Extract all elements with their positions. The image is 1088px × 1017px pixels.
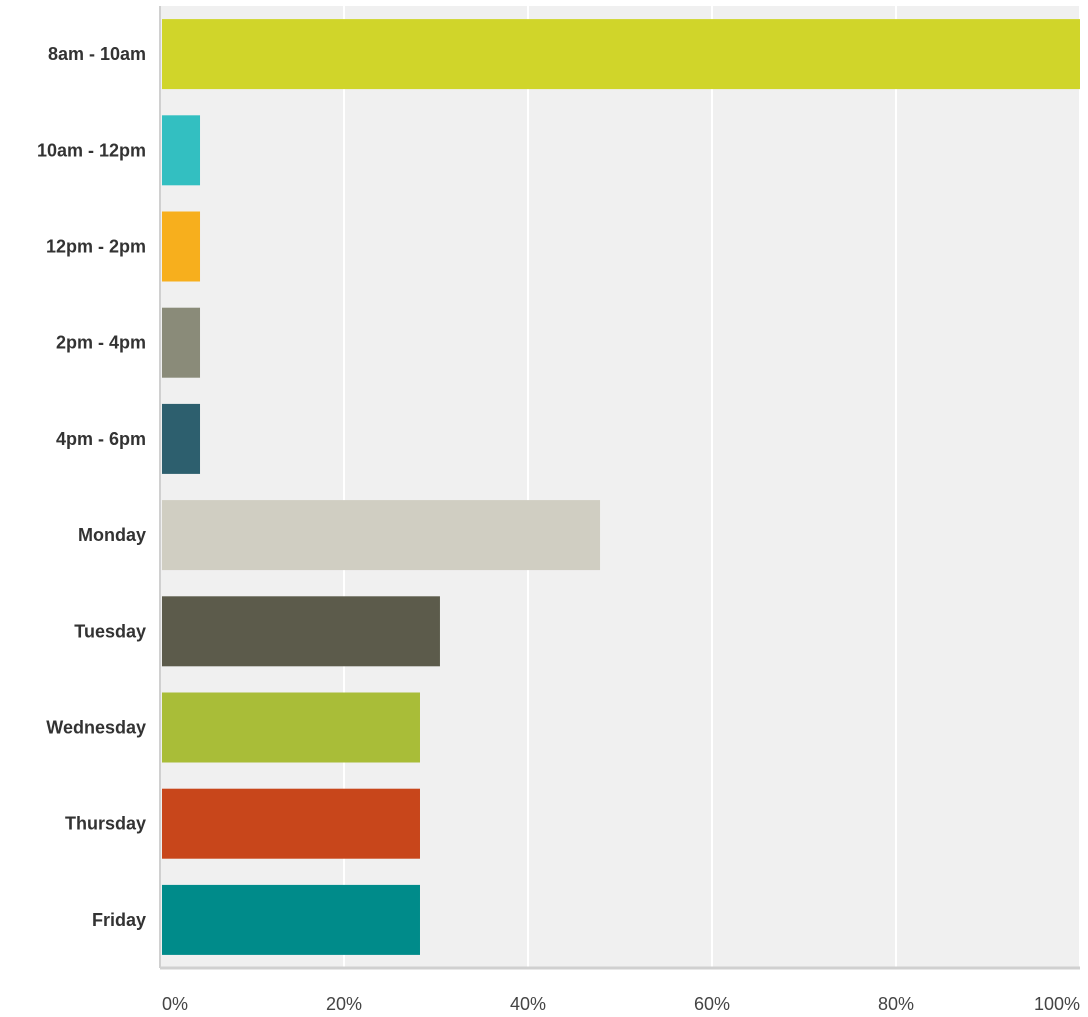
x-tick-label-2: 40% (510, 994, 546, 1014)
category-label-0: 8am - 10am (48, 44, 146, 64)
category-label-1: 10am - 12pm (37, 140, 146, 160)
category-label-6: Tuesday (74, 621, 146, 641)
bar-9 (162, 884, 420, 955)
category-label-2: 12pm - 2pm (46, 237, 146, 257)
x-tick-label-5: 100% (1034, 994, 1080, 1014)
x-tick-label-0: 0% (162, 994, 188, 1014)
bar-5 (162, 500, 601, 571)
bar-3 (162, 307, 201, 378)
bar-1 (162, 115, 201, 186)
category-label-5: Monday (78, 525, 146, 545)
category-label-9: Friday (92, 910, 146, 930)
bar-8 (162, 788, 420, 859)
category-label-3: 2pm - 4pm (56, 333, 146, 353)
category-label-4: 4pm - 6pm (56, 429, 146, 449)
x-tick-label-4: 80% (878, 994, 914, 1014)
bar-4 (162, 403, 201, 474)
category-labels: 8am - 10am 10am - 12pm 12pm - 2pm 2pm - 4pm… (37, 44, 146, 930)
category-label-7: Wednesday (46, 718, 146, 738)
x-tick-label-1: 20% (326, 994, 362, 1014)
category-label-8: Thursday (65, 814, 146, 834)
bar-0 (162, 19, 1080, 90)
x-tick-labels: 0% 20% 40% 60% 80% 100% (162, 994, 1080, 1014)
bars (162, 19, 1080, 955)
bar-6 (162, 596, 440, 667)
x-tick-label-3: 60% (694, 994, 730, 1014)
bar-2 (162, 211, 201, 282)
bar-7 (162, 692, 420, 763)
